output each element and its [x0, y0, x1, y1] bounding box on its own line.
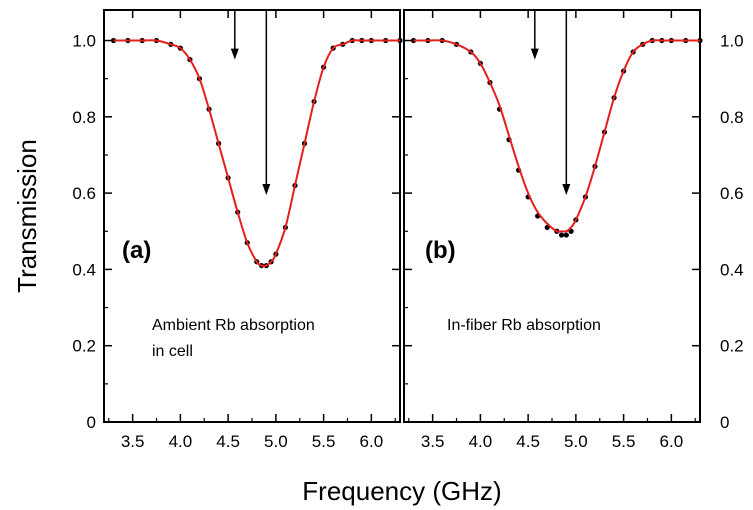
x-tick-label-a-4: 5.5	[312, 432, 336, 451]
panel-b: 3.5 4.0 4.5 5.0 5.5 6.0 0 0.2 0.4 0.6 0.8 1.0 (b) I…	[403, 9, 744, 451]
right-y-tick-label-0: 0	[720, 413, 729, 432]
y-axis-title: Transmission	[12, 139, 42, 293]
x-tick-label-b-3: 5.0	[564, 432, 588, 451]
x-tick-label-a-1: 4.0	[169, 432, 193, 451]
x-tick-label-b-1: 4.0	[469, 432, 493, 451]
x-axis-title: Frequency (GHz)	[302, 476, 501, 506]
data-point-b-15	[563, 232, 569, 238]
arrow-head-b-0	[530, 48, 539, 60]
y-tick-label-0: 0	[87, 413, 96, 432]
panel-b-annotation-line-1: In-fiber Rb absorption	[447, 317, 601, 334]
panel-a-marks	[110, 10, 403, 269]
panel-b-label: (b)	[425, 237, 456, 264]
y-tick-label-5: 1.0	[72, 32, 96, 51]
x-tick-label-a-2: 4.5	[216, 432, 240, 451]
panel-a: 3.5 4.0 4.5 5.0 5.5 6.0 0 0.2 0.4 0.6 0.8 1.0 (a) A…	[72, 9, 403, 451]
right-y-tick-label-1: 0.2	[720, 337, 744, 356]
data-point-b-14	[558, 232, 565, 238]
panel-a-annotation-line-1: Ambient Rb absorption	[152, 317, 315, 334]
right-y-tick-label-3: 0.6	[720, 184, 744, 203]
x-tick-label-b-0: 3.5	[421, 432, 445, 451]
right-y-tick-label-5: 1.0	[720, 32, 744, 51]
panel-b-marks	[410, 10, 703, 238]
panel-a-frame	[103, 9, 401, 423]
x-tick-label-b-2: 4.5	[516, 432, 540, 451]
y-tick-label-3: 0.6	[72, 184, 96, 203]
y-tick-label-2: 0.4	[72, 260, 96, 279]
arrow-head-b-1	[562, 184, 571, 196]
x-tick-label-b-4: 5.5	[612, 432, 636, 451]
y-tick-label-1: 0.2	[72, 337, 96, 356]
arrow-head-a-1	[262, 184, 271, 196]
x-tick-label-a-0: 3.5	[121, 432, 145, 451]
right-y-tick-label-2: 0.4	[720, 260, 744, 279]
panel-a-label: (a)	[122, 237, 151, 264]
x-tick-label-a-3: 5.0	[264, 432, 288, 451]
fit-line-b	[413, 39, 700, 233]
panel-b-ticks: 3.5 4.0 4.5 5.0 5.5 6.0 0 0.2 0.4 0.6 0.8 1.0	[404, 10, 744, 451]
right-y-tick-label-4: 0.8	[720, 108, 744, 127]
panel-b-frame	[403, 9, 701, 423]
x-tick-label-a-5: 6.0	[360, 432, 384, 451]
panel-a-annotation-line-2: in cell	[152, 343, 193, 360]
fit-line-a	[113, 39, 400, 268]
x-tick-label-b-5: 6.0	[660, 432, 684, 451]
y-tick-label-4: 0.8	[72, 108, 96, 127]
arrow-head-a-0	[230, 48, 239, 60]
panel-a-ticks: 3.5 4.0 4.5 5.0 5.5 6.0 0 0.2 0.4 0.6 0.8 1.0	[72, 10, 400, 451]
